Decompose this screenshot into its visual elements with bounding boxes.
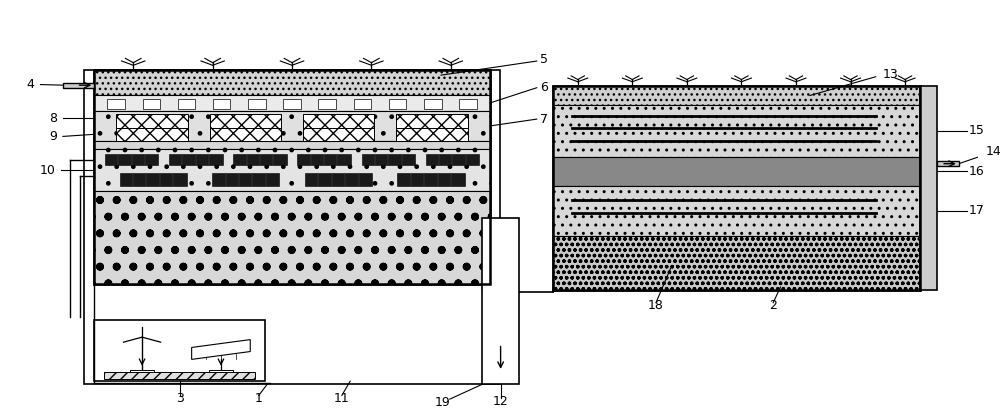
Bar	[354, 99, 371, 109]
Text: 12: 12	[493, 395, 508, 408]
Bar	[233, 154, 287, 165]
Bar	[396, 128, 468, 141]
Text: 18: 18	[648, 300, 664, 312]
Text: 16: 16	[969, 165, 984, 178]
Bar	[920, 86, 937, 290]
Text: 17: 17	[968, 204, 984, 217]
Text: 14: 14	[986, 145, 1000, 158]
Bar	[553, 86, 920, 290]
Text: 6: 6	[540, 81, 548, 94]
Bar	[94, 70, 490, 95]
Bar	[553, 86, 920, 290]
Bar	[297, 154, 351, 165]
Bar	[94, 141, 490, 150]
Bar	[248, 99, 266, 109]
Bar	[84, 70, 500, 384]
Bar	[105, 154, 158, 165]
Text: 7: 7	[540, 112, 548, 126]
Bar	[937, 161, 959, 166]
Bar	[424, 99, 442, 109]
Text: 9: 9	[49, 130, 57, 143]
Text: 13: 13	[883, 68, 898, 81]
Bar	[459, 99, 477, 109]
Polygon shape	[192, 339, 250, 359]
Bar	[94, 111, 490, 141]
Bar	[553, 86, 920, 105]
Bar	[553, 236, 920, 290]
Bar	[130, 370, 154, 377]
Bar	[303, 114, 374, 129]
Bar	[389, 99, 406, 109]
Bar	[94, 70, 490, 284]
Bar	[303, 128, 374, 141]
Bar	[94, 95, 490, 111]
Bar	[305, 173, 372, 186]
Text: 19: 19	[435, 396, 451, 409]
Text: 15: 15	[968, 124, 984, 138]
Bar	[209, 370, 233, 377]
Bar	[116, 128, 188, 141]
Text: 4: 4	[27, 78, 35, 91]
Bar	[396, 114, 468, 129]
Bar	[553, 157, 920, 185]
Text: 2: 2	[769, 300, 777, 312]
Bar	[397, 173, 465, 186]
Bar	[94, 70, 490, 284]
Bar	[210, 114, 281, 129]
Bar	[169, 154, 223, 165]
Bar	[94, 320, 265, 381]
Bar	[362, 154, 415, 165]
Bar	[553, 105, 920, 157]
Text: 3: 3	[176, 392, 184, 405]
Bar	[212, 173, 279, 186]
Bar	[318, 99, 336, 109]
Bar	[143, 99, 160, 109]
Bar	[553, 185, 920, 236]
Bar	[94, 150, 490, 191]
Bar	[63, 83, 94, 88]
Bar	[482, 218, 519, 384]
Bar	[94, 191, 490, 284]
Text: 1: 1	[255, 392, 263, 405]
Bar	[107, 99, 125, 109]
Bar	[283, 99, 301, 109]
Bar	[116, 114, 188, 129]
Bar	[178, 99, 195, 109]
Bar	[210, 128, 281, 141]
Bar	[104, 372, 255, 379]
Text: 8: 8	[49, 112, 57, 125]
Bar	[120, 173, 187, 186]
Bar	[426, 154, 479, 165]
Text: 5: 5	[540, 53, 548, 66]
Bar	[213, 99, 230, 109]
Text: 11: 11	[334, 392, 350, 405]
Text: 10: 10	[39, 164, 55, 177]
